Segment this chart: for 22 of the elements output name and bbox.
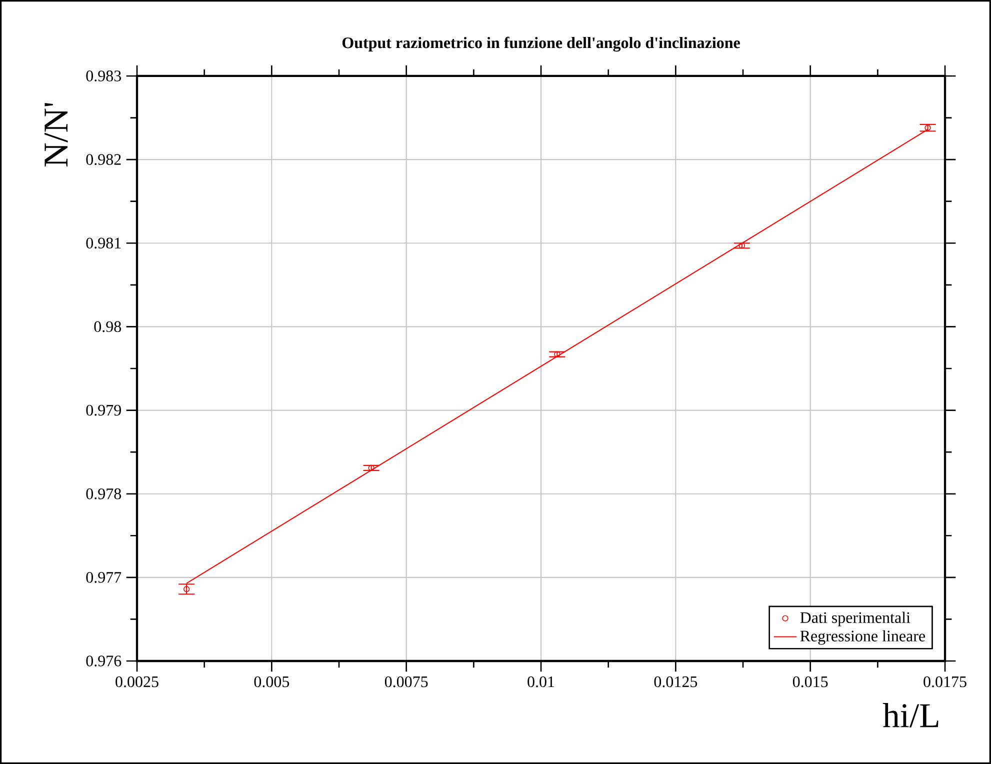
x-tick-label: 0.0125: [654, 676, 698, 688]
y-tick-label: 0.979: [86, 404, 121, 416]
y-tick-label: 0.983: [86, 70, 122, 82]
x-axis-title: hi/L: [882, 703, 938, 728]
legend-label: Dati sperimentali: [800, 612, 910, 626]
y-tick-label: 0.982: [86, 154, 121, 165]
x-tick-label: 0.0025: [116, 676, 158, 688]
chart-title: Output raziometrico in funzione dell'angolo d'inclinazione: [342, 36, 740, 52]
x-tick-label: 0.0075: [384, 676, 428, 688]
y-tick-label: 0.981: [86, 238, 121, 249]
y-axis-title: N/N': [44, 102, 68, 166]
legend-label: Regressione lineare: [800, 630, 926, 645]
point: [738, 242, 745, 249]
y-tick-label: 0.98: [94, 321, 122, 332]
x-tick-label: 0.005: [254, 676, 290, 688]
y-tick-label: 0.978: [86, 488, 122, 500]
x-tick-label: 0.0175: [924, 676, 966, 688]
y-tick-label: 0.976: [86, 656, 122, 666]
point: [554, 351, 560, 358]
x-tick-label: 0.01: [528, 676, 554, 688]
x-tick-label: 0.015: [792, 676, 828, 688]
y-tick-label: 0.977: [86, 572, 122, 583]
